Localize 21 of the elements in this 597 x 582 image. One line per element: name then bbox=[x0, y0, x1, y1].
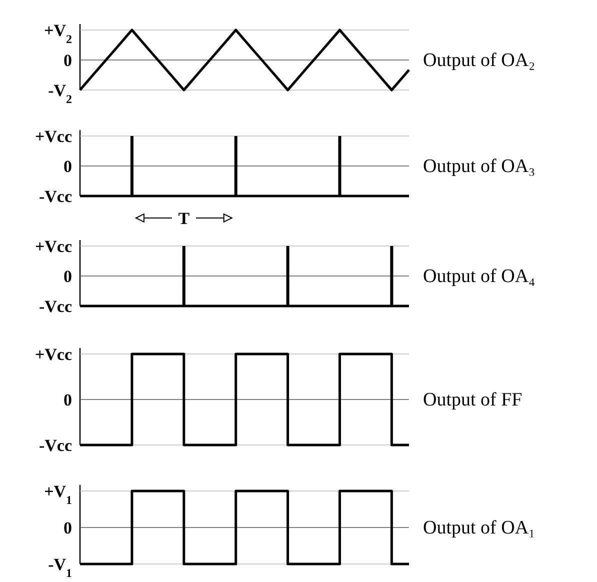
text: -Vcc bbox=[38, 187, 72, 206]
text: T bbox=[178, 209, 190, 228]
ref-line-label: 0 bbox=[64, 157, 72, 176]
ref-line-label: 0 bbox=[64, 51, 72, 70]
series-label: Output of FF bbox=[423, 390, 522, 410]
ref-line-label: -V$_{1}$ bbox=[48, 555, 72, 580]
ref-line-label: 0 bbox=[64, 267, 72, 286]
ref-line-label: -V$_{2}$ bbox=[48, 81, 72, 106]
ref-line-label: 0 bbox=[64, 390, 72, 410]
series-label: Output of OA₁ bbox=[423, 518, 536, 538]
ref-line-label: +Vcc bbox=[34, 237, 72, 256]
ref-line-label: +Vcc bbox=[34, 127, 72, 146]
series-label: Output of OA₂ bbox=[423, 50, 536, 71]
ref-line-label: 0 bbox=[64, 518, 72, 538]
ref-line-label: -Vcc bbox=[38, 436, 72, 455]
ref-line-label: +Vcc bbox=[34, 345, 72, 364]
ref-line-label: +V$_{1}$ bbox=[44, 482, 72, 507]
text: Output of OA₃ bbox=[423, 156, 536, 177]
ref-line-label: +V$_{2}$ bbox=[44, 21, 72, 46]
series-label: Output of OA₄ bbox=[423, 266, 536, 287]
text: -Vcc bbox=[38, 297, 72, 316]
